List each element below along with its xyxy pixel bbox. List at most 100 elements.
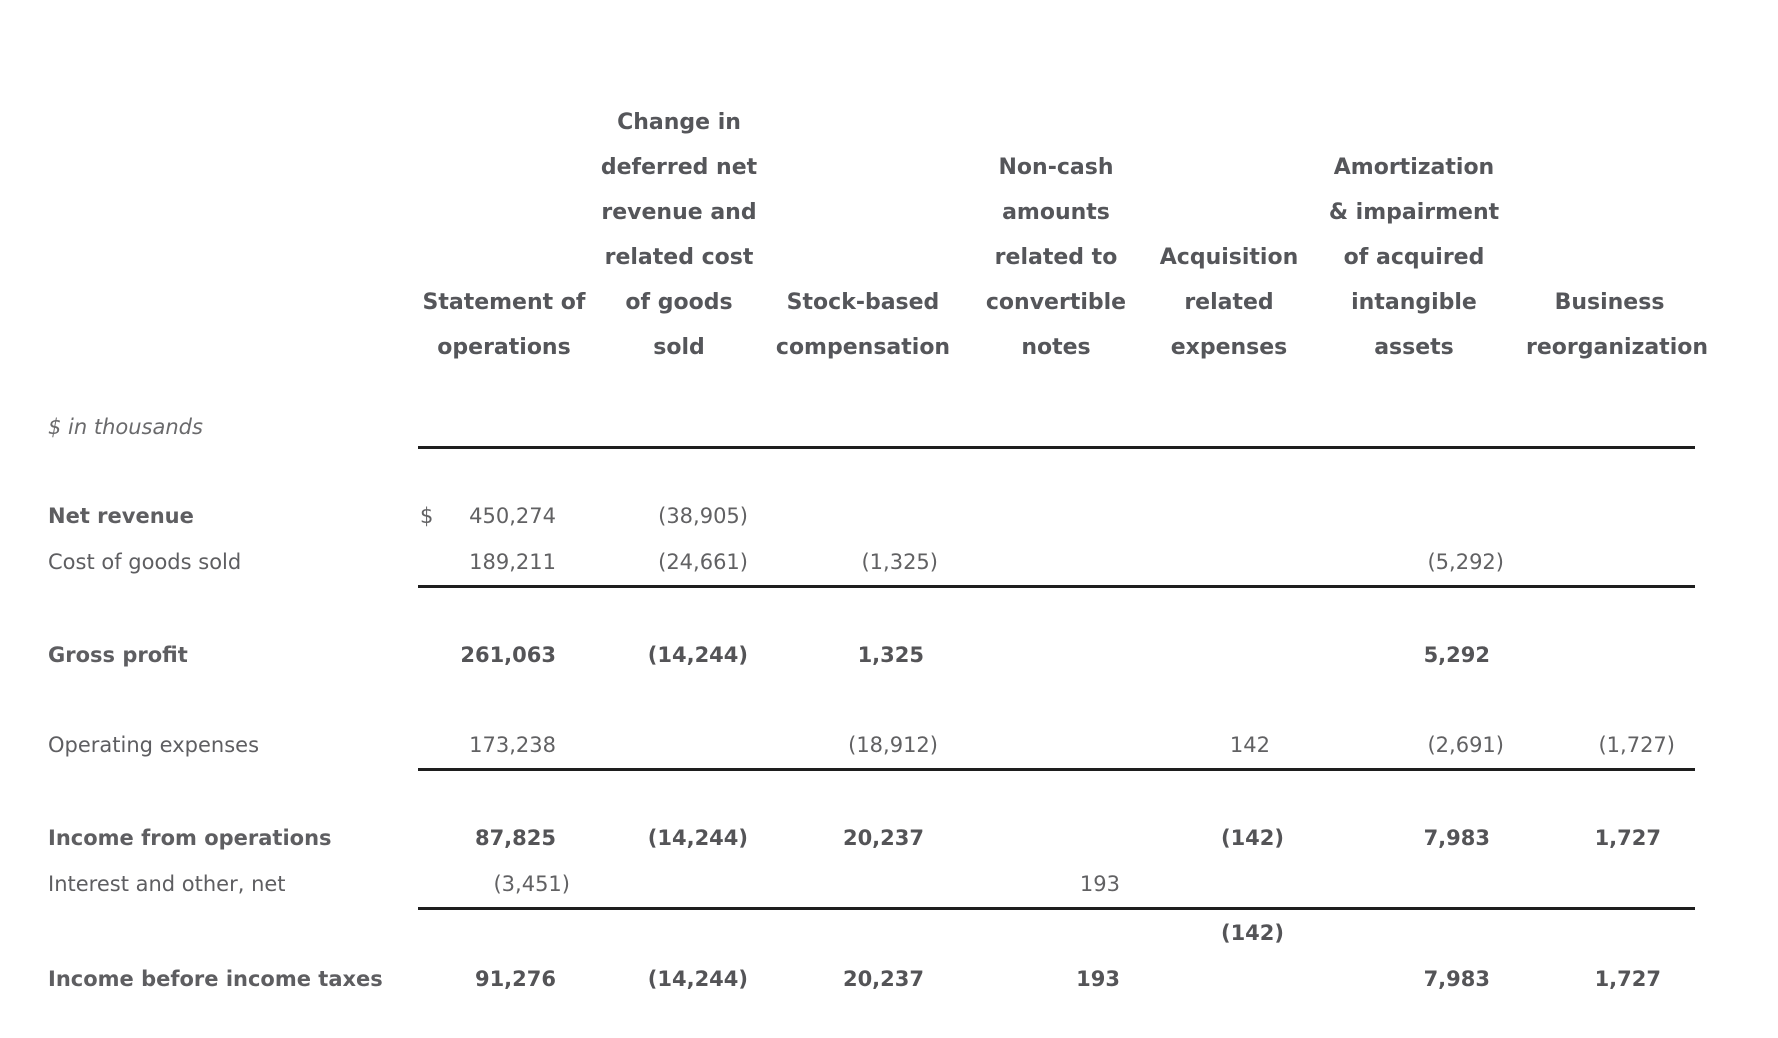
header-line: Acquisition (1159, 245, 1299, 270)
cell-change-in-deferred-net-revenue: (14,244) (647, 642, 748, 667)
header-line: Statement of (422, 290, 586, 315)
row-label: Operating expenses (48, 733, 260, 758)
cell-statement-of-operations: 87,825 (474, 825, 556, 850)
row-label: Income from operations (48, 825, 332, 850)
cell-statement-of-operations (418, 908, 590, 956)
cell-stock-based-compensation: 20,237 (842, 825, 924, 850)
column-header-non-cash-convertible-notes: Non-cash amounts related to convertible note… (958, 100, 1154, 382)
cell-acquisition-related-expenses (1154, 538, 1304, 588)
cell-change-in-deferred-net-revenue: (14,244) (647, 825, 748, 850)
table-row: Cost of goods sold 189,211 (24,661) (1,325)… (48, 538, 1695, 588)
cell-change-in-deferred-net-revenue (590, 860, 768, 910)
cell-acquisition-related-expenses: (142) (1220, 920, 1284, 945)
header-line: revenue and (601, 200, 757, 225)
header-line: notes (1021, 335, 1091, 360)
spacer-row (48, 447, 1695, 493)
currency-symbol: $ (420, 503, 434, 528)
header-line: assets (1374, 335, 1454, 360)
cell-non-cash-convertible-notes (958, 721, 1154, 771)
units-row: $ in thousands (48, 382, 1695, 449)
units-label: $ in thousands (48, 415, 203, 439)
row-label: Cost of goods sold (48, 550, 242, 575)
header-line: Business (1554, 290, 1665, 315)
row-label: Net revenue (48, 503, 194, 528)
cell-non-cash-convertible-notes (958, 538, 1154, 588)
cell-acquisition-related-expenses: 142 (1154, 721, 1304, 771)
table-row: Income before income taxes 91,276 (14,244)… (48, 956, 1695, 1002)
spacer-row (48, 678, 1695, 722)
table-row: (142) (48, 908, 1695, 956)
cell-business-reorganization (1524, 493, 1695, 539)
cell-stock-based-compensation: (1,325) (768, 538, 958, 588)
cell-business-reorganization (1524, 632, 1695, 678)
cell-amortization-impairment-intangibles: 5,292 (1423, 642, 1490, 667)
header-line: reorganization (1526, 335, 1709, 360)
table-row: Net revenue $450,274 (38,905) (48, 493, 1695, 539)
cell-non-cash-convertible-notes (958, 632, 1154, 678)
header-line: sold (653, 335, 705, 360)
cell-acquisition-related-expenses (1154, 956, 1304, 1002)
cell-stock-based-compensation (768, 908, 958, 956)
column-header-change-in-deferred-net-revenue: Change in deferred net revenue and related … (590, 100, 768, 382)
cell-change-in-deferred-net-revenue: (38,905) (658, 503, 748, 528)
row-label: Interest and other, net (48, 872, 286, 897)
header-line: Amortization (1333, 155, 1495, 180)
corner-cell (48, 100, 418, 382)
header-line: of acquired (1343, 245, 1485, 270)
header-line: Change in (617, 110, 741, 135)
spacer-row (48, 586, 1695, 632)
cell-change-in-deferred-net-revenue (590, 908, 768, 956)
cell-stock-based-compensation: 1,325 (857, 642, 924, 667)
cell-amortization-impairment-intangibles: (5,292) (1304, 538, 1524, 588)
header-line: expenses (1170, 335, 1288, 360)
cell-amortization-impairment-intangibles: 7,983 (1423, 966, 1490, 991)
cell-non-cash-convertible-notes: 193 (1076, 966, 1120, 991)
cell-statement-of-operations: 189,211 (418, 538, 590, 588)
cell-business-reorganization (1524, 908, 1695, 956)
header-line: Stock-based (786, 290, 940, 315)
cell-non-cash-convertible-notes (958, 493, 1154, 539)
row-label: Income before income taxes (48, 966, 383, 991)
cell-statement-of-operations: $450,274 (418, 493, 590, 539)
column-header-stock-based-compensation: Stock-based compensation (768, 100, 958, 382)
header-line: related (1184, 290, 1274, 315)
table-row: Income from operations 87,825 (14,244) 20,2… (48, 815, 1695, 861)
cell-non-cash-convertible-notes (958, 815, 1154, 861)
cell-change-in-deferred-net-revenue: (14,244) (647, 966, 748, 991)
header-line: Non-cash (998, 155, 1114, 180)
cell-stock-based-compensation (768, 860, 958, 910)
column-header-statement-of-operations: Statement of operations (418, 100, 590, 382)
table-row: Gross profit 261,063 (14,244) 1,325 5,292 (48, 632, 1695, 678)
spacer-row (48, 769, 1695, 815)
header-line: & impairment (1328, 200, 1500, 225)
cell-change-in-deferred-net-revenue (590, 721, 768, 771)
cell-business-reorganization (1524, 538, 1695, 588)
row-label (48, 908, 418, 956)
cell-statement-of-operations: 261,063 (460, 642, 556, 667)
header-line: related cost (604, 245, 754, 270)
cell-amortization-impairment-intangibles: (2,691) (1304, 721, 1524, 771)
cell-business-reorganization: 1,727 (1594, 825, 1661, 850)
cell-business-reorganization (1524, 860, 1695, 910)
cell-acquisition-related-expenses (1154, 493, 1304, 539)
table-row: Operating expenses 173,238 (18,912) 142 (2,6… (48, 721, 1695, 771)
column-header-amortization-impairment-intangibles: Amortization & impairment of acquired intan… (1304, 100, 1524, 382)
header-line: convertible (985, 290, 1127, 315)
cell-amortization-impairment-intangibles (1304, 908, 1524, 956)
cell-stock-based-compensation (768, 493, 958, 539)
cell-change-in-deferred-net-revenue: (24,661) (590, 538, 768, 588)
cell-non-cash-convertible-notes: 193 (958, 860, 1154, 910)
row-label: Gross profit (48, 642, 188, 667)
header-line: deferred net (600, 155, 758, 180)
cell-stock-based-compensation: (18,912) (768, 721, 958, 771)
header-line: operations (437, 335, 571, 360)
cell-statement-of-operations: (3,451) (418, 860, 590, 910)
cell-non-cash-convertible-notes (958, 908, 1154, 956)
cell-acquisition-related-expenses (1154, 860, 1304, 910)
column-header-acquisition-related-expenses: Acquisition related expenses (1154, 100, 1304, 382)
cell-acquisition-related-expenses: (142) (1220, 825, 1284, 850)
header-rule (418, 382, 1695, 449)
header-line: compensation (775, 335, 951, 360)
cell-statement-of-operations: 91,276 (474, 966, 556, 991)
